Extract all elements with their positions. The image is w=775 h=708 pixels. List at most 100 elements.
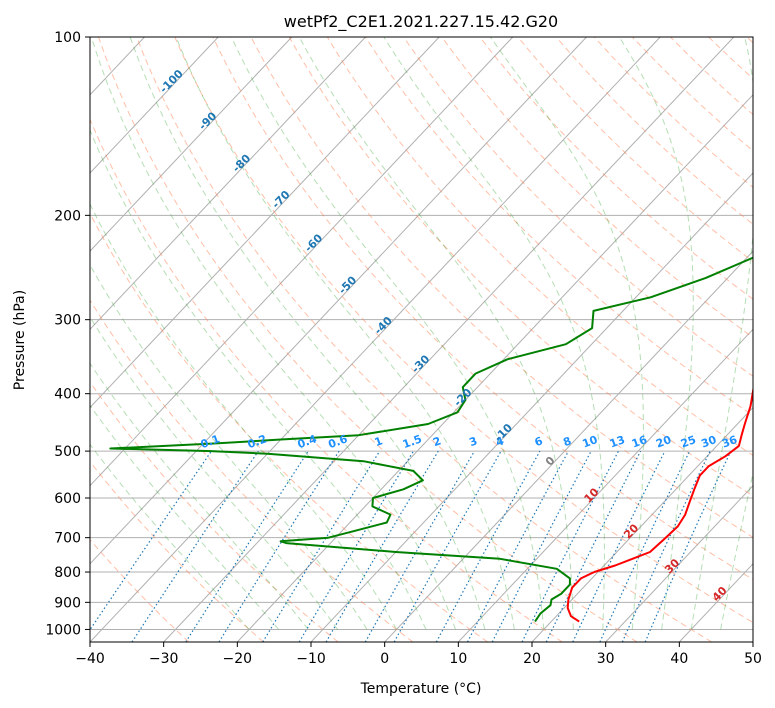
mixing-ratio-label: 1.5 [401,432,424,451]
isotherm-line [236,94,753,642]
y-tick-label: 800 [54,565,81,581]
mixing-ratio-line [466,450,570,642]
isotherm-line [605,484,753,642]
isotherm-line [678,563,753,642]
moist-adiabat-line [618,37,694,630]
isotherm-line [90,37,366,331]
plot-frame [89,36,754,643]
dry-adiabat-line [441,37,753,339]
isotherm-line [752,641,753,642]
moist-adiabat-line [90,316,338,630]
y-tick-label: 600 [54,491,81,507]
mixing-ratio-label: 20 [654,433,673,451]
profile-lines [109,256,753,623]
isotherm-label: -60 [302,231,325,254]
dry-adiabat-line [250,37,753,538]
warm-isotherm-label: 10 [582,485,602,505]
dry-adiabat-line [136,37,712,642]
dry-adiabat-line [402,37,753,377]
warm-isotherm-label: 30 [662,556,682,576]
dry-adiabat-line [707,37,753,80]
dry-adiabat-line [90,460,264,642]
x-tick-label: −20 [223,651,253,667]
moist-adiabat-line [90,362,309,630]
y-tick-label: 100 [54,30,81,46]
y-axis-label: Pressure (hPa) [12,290,28,390]
dry-adiabat-line [90,538,190,642]
moist-adiabat-line [230,37,545,630]
x-axis-label: Temperature (°C) [360,681,482,697]
isotherm-label: -40 [372,314,395,337]
dry-adiabat-line [669,37,753,116]
moist-adiabat-line [90,37,456,630]
dewpoint-line [109,256,753,623]
dry-adiabat-line [479,37,753,300]
isotherm-line [310,172,753,642]
moist-adiabat-line [90,202,397,630]
x-tick-label: −10 [296,651,326,667]
isotherm-label: -90 [196,109,219,132]
mixing-ratio-label: 1 [373,434,385,449]
y-tick-label: 300 [54,313,81,329]
moist-adiabat-line [298,37,574,630]
mixing-ratio-label: 10 [581,433,600,451]
x-tick-label: −40 [75,651,105,667]
mixing-ratio-line [393,450,502,642]
moist-adiabat-line [90,128,427,630]
mixing-ratio-label: 0.1 [199,432,222,451]
mixing-ratio-label: 2 [431,434,443,449]
isotherm-line [90,37,661,642]
mixing-ratio-line [90,450,212,631]
x-tick-label: 40 [670,651,688,667]
moist-adiabat-line [720,470,753,630]
chart-title: wetPf2_C2E1.2021.227.15.42.G20 [284,12,558,32]
moist-adiabat-line [690,37,753,630]
mixing-ratio-label: 0.6 [327,432,350,451]
mixing-ratio-label: 0.4 [296,432,319,451]
y-tick-label: 700 [54,531,81,547]
isotherm-line [90,37,293,252]
isotherm-label: -30 [409,352,432,375]
moist-adiabat-line [175,37,515,630]
mixing-ratio-line [545,450,642,642]
isotherm-line [90,37,514,487]
mixing-ratio-label: 30 [699,433,718,451]
moist-adiabat-line [129,37,486,630]
mixing-ratio-label: 3 [467,434,479,449]
line-labels: 0.1 0.2 0.4 0.6 1 1.5 2 3 4 6 8 10 13 16 20 25 30 36-100-… [157,67,739,604]
dry-adiabat-line [555,37,753,225]
moist-adiabat-line [383,37,605,630]
dry-adiabat-line [90,381,339,642]
isotherm-line [90,37,440,409]
dry-adiabat-line [326,37,753,456]
y-tick-label: 200 [54,208,81,224]
mixing-ratio-label: 25 [679,433,698,450]
moist-adiabat-line [90,263,368,630]
x-tick-label: −30 [149,651,179,667]
mixing-ratio-line [572,450,666,642]
temperature-line [566,385,753,623]
x-tick-label: 50 [744,651,762,667]
mixing-ratio-label: 8 [561,434,573,449]
axes: −40 −30 −20 −10 0 10 20 30 40 5010020030040050060… [45,30,762,667]
y-tick-label: 900 [54,595,81,611]
dry-adiabat-line [364,37,753,417]
y-tick-label: 1000 [45,622,81,638]
background-lines [90,37,753,642]
mixing-ratio-line [131,450,259,642]
y-tick-label: 400 [54,387,81,403]
isotherm-line [384,250,753,642]
x-tick-label: 20 [523,651,541,667]
y-tick-label: 500 [54,444,81,460]
mixing-ratio-label: 16 [630,433,649,451]
isotherm-line [90,37,587,565]
x-tick-label: 30 [597,651,615,667]
mixing-ratio-line [521,450,620,642]
dry-adiabat-line [212,37,753,581]
mixing-ratio-line [599,450,691,642]
isotherm-label: -70 [269,188,292,211]
moist-adiabat-line [90,443,250,630]
isotherm-line [163,37,735,642]
warm-isotherm-label: 40 [710,584,730,604]
mixing-ratio-line [435,450,541,642]
